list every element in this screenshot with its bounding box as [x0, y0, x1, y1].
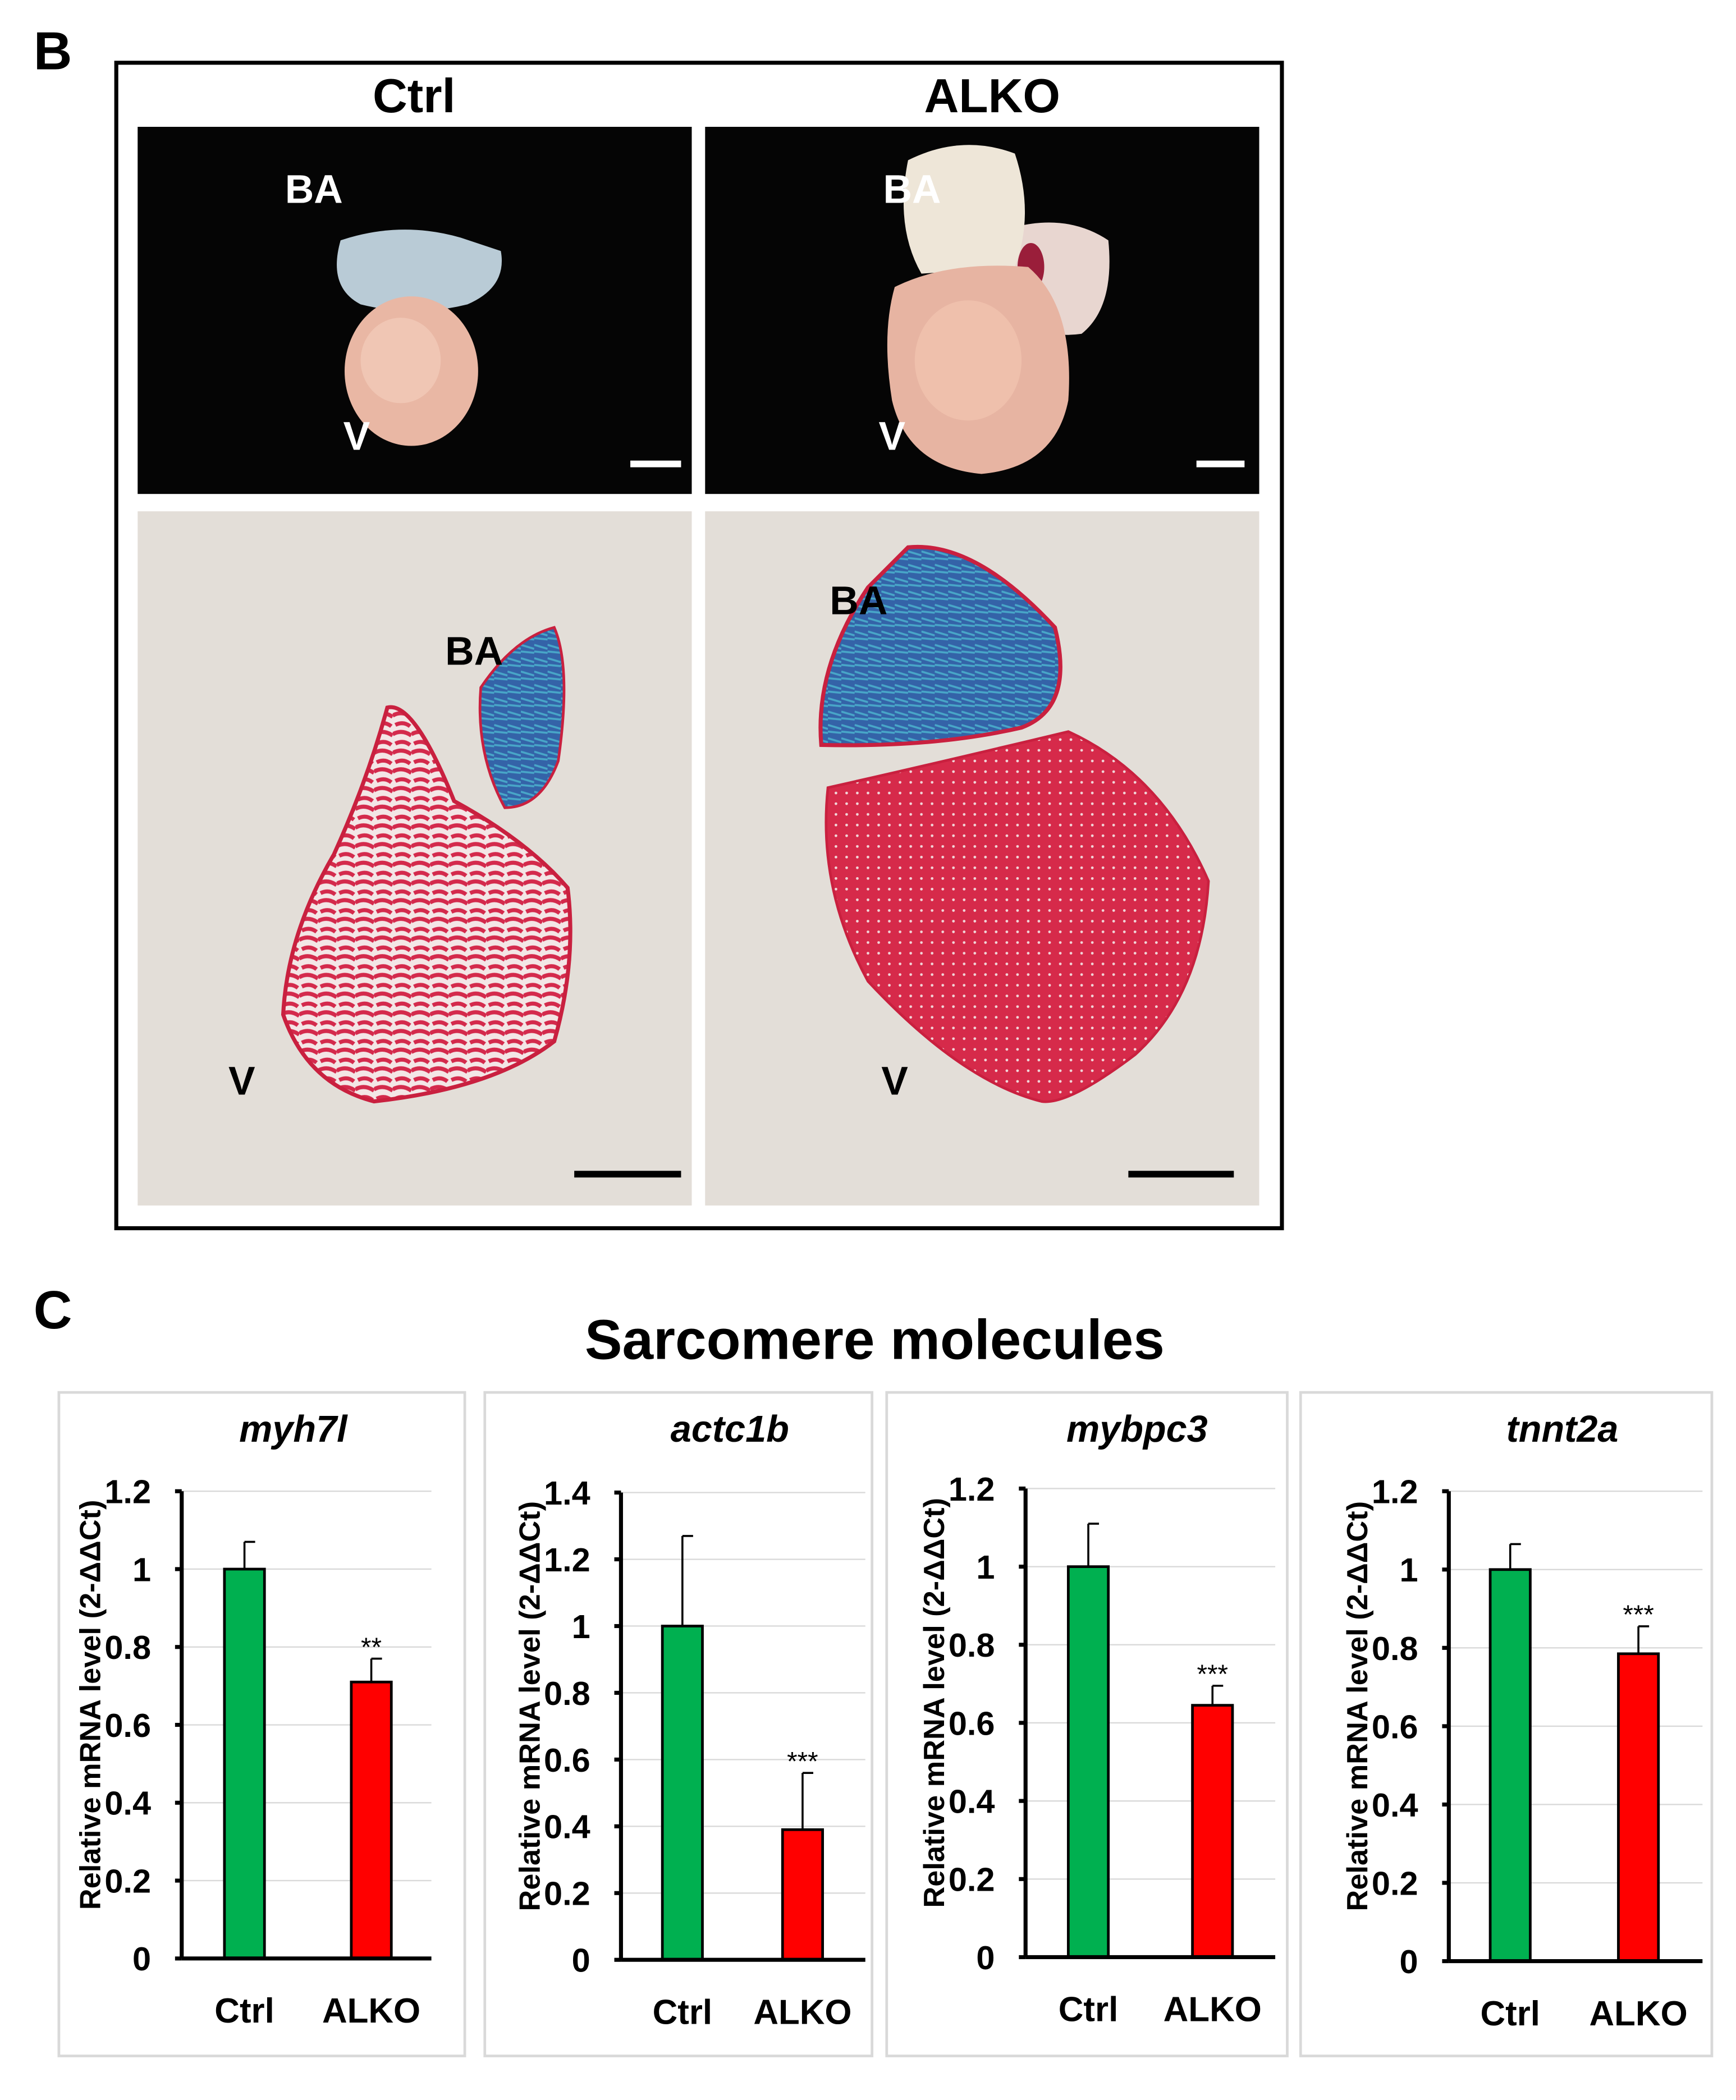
x-tick-label: Ctrl — [1480, 1994, 1540, 2033]
panel-c-title: Sarcomere molecules — [585, 1309, 1165, 1372]
y-tick-label: 1.2 — [949, 1470, 995, 1508]
column-title-ctrl: Ctrl — [373, 69, 455, 123]
bar-alko — [1191, 1704, 1234, 1959]
y-tick-label: 1.4 — [544, 1474, 590, 1512]
significance-marker: *** — [1197, 1659, 1228, 1689]
y-tick-label: 0.6 — [104, 1707, 151, 1744]
y-tick-label: 0.4 — [544, 1808, 590, 1846]
significance-marker: *** — [1623, 1600, 1654, 1630]
x-tick-label: ALKO — [1590, 1994, 1688, 2033]
y-tick-label: 0.8 — [1372, 1630, 1418, 1667]
y-tick-label: 1 — [572, 1608, 590, 1645]
chart-title: myh7l — [239, 1409, 348, 1450]
scale-bar — [630, 460, 681, 467]
chart-title: mybpc3 — [1066, 1409, 1208, 1450]
label-ba: BA — [830, 578, 887, 623]
x-tick-label: ALKO — [753, 1993, 851, 2032]
y-tick-label: 1 — [976, 1548, 995, 1586]
bar-ctrl — [223, 1567, 266, 1960]
y-axis-label: Relative mRNA level (2-ΔΔCt) — [514, 1501, 546, 1911]
bar-ctrl — [661, 1625, 704, 1961]
label-ba: BA — [883, 167, 941, 212]
x-tick-label: Ctrl — [653, 1993, 713, 2032]
significance-marker: *** — [787, 1746, 818, 1776]
bar-ctrl — [1066, 1565, 1110, 1959]
label-v: V — [228, 1059, 255, 1104]
y-tick-label: 0.4 — [1372, 1786, 1418, 1824]
x-tick-label: Ctrl — [214, 1992, 274, 2030]
y-tick-label: 0 — [572, 1942, 590, 1979]
panel-b-frame — [114, 61, 1284, 1231]
y-tick-label: 0 — [132, 1940, 151, 1978]
scale-bar — [574, 1171, 681, 1178]
y-tick-label: 1 — [1400, 1551, 1418, 1589]
section-alko: BA V — [705, 511, 1259, 1206]
section-ctrl: BA V — [138, 511, 692, 1206]
significance-marker: ** — [361, 1633, 382, 1662]
y-tick-label: 0.2 — [949, 1861, 995, 1899]
scale-bar — [1128, 1171, 1234, 1178]
chart-title: tnnt2a — [1506, 1409, 1619, 1450]
photo-alko: BA V — [705, 126, 1259, 494]
y-tick-label: 0.2 — [104, 1862, 151, 1900]
y-tick-label: 0.6 — [949, 1704, 995, 1742]
y-tick-label: 1 — [132, 1551, 151, 1588]
y-axis-label: Relative mRNA level (2-ΔΔCt) — [918, 1498, 951, 1908]
y-tick-label: 1.2 — [544, 1541, 590, 1579]
panel-c-label: C — [34, 1281, 72, 1340]
bar-alko — [1617, 1652, 1660, 1963]
x-tick-label: Ctrl — [1059, 1991, 1119, 2029]
y-tick-label: 0.6 — [1372, 1708, 1418, 1745]
scale-bar — [1196, 460, 1245, 467]
label-ba: BA — [445, 629, 503, 674]
photo-ctrl: BA V — [138, 126, 692, 494]
y-tick-label: 1.2 — [1372, 1473, 1418, 1511]
bar-ctrl — [1488, 1568, 1532, 1963]
label-v: V — [343, 414, 370, 459]
y-tick-label: 0.4 — [949, 1783, 995, 1821]
x-tick-label: ALKO — [322, 1992, 420, 2030]
y-tick-label: 0.8 — [949, 1626, 995, 1664]
y-axis-label: Relative mRNA level (2-ΔΔCt) — [75, 1500, 107, 1910]
y-tick-label: 0.8 — [544, 1675, 590, 1712]
bar-alko — [781, 1828, 824, 1961]
panel-b-label: B — [34, 22, 72, 81]
y-tick-label: 0 — [976, 1939, 995, 1977]
chart-title: actc1b — [671, 1409, 789, 1450]
y-tick-label: 0.4 — [104, 1785, 151, 1822]
y-axis-label: Relative mRNA level (2-ΔΔCt) — [1341, 1501, 1374, 1911]
y-tick-label: 0 — [1400, 1943, 1418, 1980]
label-ba: BA — [285, 167, 343, 212]
y-tick-label: 0.6 — [544, 1741, 590, 1779]
y-tick-label: 0.2 — [1372, 1864, 1418, 1902]
label-v: V — [881, 1059, 908, 1104]
x-tick-label: ALKO — [1164, 1991, 1262, 2029]
bar-alko — [350, 1680, 393, 1960]
label-v: V — [879, 414, 906, 459]
y-tick-label: 1.2 — [104, 1473, 151, 1511]
y-tick-label: 0.2 — [544, 1875, 590, 1913]
y-tick-label: 0.8 — [104, 1629, 151, 1666]
column-title-alko: ALKO — [924, 69, 1060, 123]
